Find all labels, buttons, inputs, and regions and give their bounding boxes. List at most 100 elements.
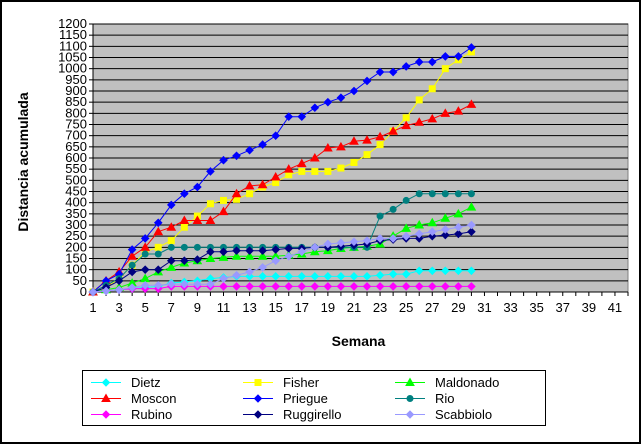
data-point-ruggirello [166, 256, 176, 266]
data-point-maldonado [244, 251, 255, 260]
legend-marker [101, 378, 111, 387]
data-point-fisher [206, 200, 214, 208]
data-point-rio [154, 250, 162, 258]
y-tick-label: 300 [65, 217, 87, 232]
data-point-dietz [336, 272, 346, 281]
data-point-dietz [349, 272, 359, 281]
data-point-maldonado [401, 223, 412, 232]
data-point-moscon [401, 120, 412, 130]
y-tick-label: 400 [65, 195, 87, 210]
y-tick-label: 1050 [58, 50, 87, 65]
data-point-rubino [349, 282, 359, 291]
data-point-scabbiolo [245, 267, 254, 277]
data-point-moscon [375, 131, 385, 141]
legend-item-scabbiolo: Scabbiolo [391, 406, 492, 423]
data-point-rubino [388, 282, 398, 291]
y-tick-label: 850 [65, 94, 87, 109]
data-point-priegue [245, 145, 254, 155]
x-tick-label: 17 [295, 300, 309, 315]
data-point-ruggirello [454, 229, 463, 239]
data-point-dietz [271, 272, 280, 281]
y-tick-label: 0 [80, 284, 87, 299]
data-point-rubino [441, 282, 450, 291]
data-point-dietz [441, 266, 450, 276]
data-point-priegue [153, 218, 163, 228]
x-axis-title: Semana [332, 333, 386, 349]
y-tick-label: 550 [65, 161, 87, 176]
legend-label: Priegue [283, 391, 328, 406]
data-point-maldonado [205, 253, 216, 262]
data-point-rio [389, 205, 397, 213]
data-point-ruggirello [467, 227, 476, 237]
data-point-rio [167, 243, 175, 251]
y-tick-label: 800 [65, 105, 87, 120]
legend-swatch [91, 410, 121, 419]
data-point-ruggirello [271, 245, 280, 254]
data-point-scabbiolo [206, 279, 215, 289]
data-point-rubino [414, 282, 424, 291]
y-tick-label: 250 [65, 228, 87, 243]
data-point-ruggirello [427, 231, 437, 241]
data-point-fisher [298, 167, 306, 175]
y-tick-label: 500 [65, 172, 87, 187]
data-point-dietz [362, 272, 372, 281]
data-point-fisher [363, 151, 371, 159]
legend-marker [405, 410, 415, 419]
data-point-scabbiolo [114, 285, 124, 295]
data-point-moscon [179, 215, 190, 225]
data-point-rubino [362, 282, 372, 291]
data-point-rubino [336, 282, 346, 291]
legend-swatch [243, 410, 273, 419]
x-tick-label: 25 [399, 300, 413, 315]
data-point-fisher [350, 158, 358, 166]
legend-item-priegue: Priegue [239, 390, 328, 407]
data-point-scabbiolo [388, 234, 398, 243]
data-point-dietz [284, 272, 294, 281]
data-point-scabbiolo [153, 280, 163, 290]
data-point-ruggirello [193, 255, 202, 264]
data-point-priegue [140, 234, 150, 243]
legend-marker [253, 410, 263, 419]
data-point-dietz [375, 270, 385, 280]
data-point-moscon [218, 206, 229, 216]
data-point-fisher [154, 243, 162, 251]
data-point-rubino [219, 282, 228, 291]
y-tick-label: 900 [65, 83, 87, 98]
legend-item-maldonado: Maldonado [391, 374, 499, 391]
data-point-fisher [415, 96, 423, 104]
data-point-dietz [258, 272, 267, 281]
data-point-fisher [428, 85, 436, 93]
data-point-priegue [336, 93, 346, 103]
y-tick-label: 450 [65, 184, 87, 199]
data-point-moscon [270, 171, 281, 181]
legend-swatch [91, 378, 121, 387]
data-point-maldonado [218, 252, 229, 261]
data-point-priegue [166, 200, 176, 210]
legend-item-dietz: Dietz [87, 374, 161, 391]
data-point-moscon [323, 142, 333, 152]
data-point-priegue [180, 189, 189, 199]
data-point-moscon [336, 141, 346, 151]
data-point-moscon [257, 179, 268, 189]
x-tick-label: 19 [321, 300, 335, 315]
data-point-rio [376, 212, 384, 220]
data-point-fisher [167, 237, 175, 245]
data-point-rio [402, 196, 410, 204]
x-tick-label: 15 [268, 300, 282, 315]
data-point-moscon [453, 106, 464, 115]
data-point-scabbiolo [454, 222, 463, 232]
data-point-ruggirello [153, 265, 163, 274]
data-point-rubino [297, 282, 307, 291]
data-point-dietz [414, 266, 424, 276]
data-point-dietz [454, 266, 463, 276]
data-point-dietz [310, 272, 320, 281]
data-point-dietz [401, 269, 411, 279]
data-point-priegue [284, 112, 294, 121]
data-point-scabbiolo [310, 243, 320, 252]
data-point-moscon [153, 226, 164, 236]
data-point-ruggirello [441, 230, 450, 240]
y-tick-label: 750 [65, 117, 87, 132]
data-point-ruggirello [245, 246, 254, 255]
data-point-moscon [192, 215, 203, 225]
data-point-dietz [427, 266, 437, 276]
